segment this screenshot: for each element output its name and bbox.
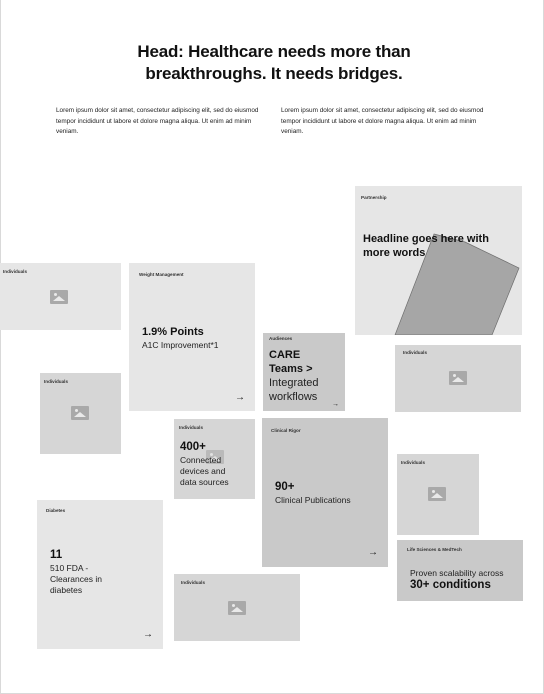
individuals-card-4[interactable]: Individuals [397,454,479,535]
image-icon [228,601,246,615]
stat-value: 90+ [275,481,295,493]
stat-label: A1C Improvement*1 [142,340,219,350]
arrow-right-icon[interactable]: → [235,392,245,403]
left-border [0,0,1,694]
image-icon [428,487,446,501]
individuals-card-5[interactable]: Individuals [174,574,300,641]
partnership-headline: Headline goes here with more words [363,233,489,259]
stat-label: Clinical Publications [275,495,351,505]
partnership-card[interactable]: Partnership Headline goes here with more… [355,186,522,335]
card-tag: Individuals [403,350,427,355]
intro-text-right: Lorem ipsum dolor sit amet, consectetur … [281,107,484,135]
card-tag: Individuals [3,269,27,274]
stat-value: 30+ conditions [410,579,491,591]
audiences-card[interactable]: Audiences CARE Teams > Integrated workfl… [263,333,345,411]
life-sciences-card[interactable]: Life Sciences & MedTech Proven scalabili… [397,540,523,601]
card-tag: Life Sciences & MedTech [407,547,462,552]
card-tag: Individuals [181,580,205,585]
card-tag: Individuals [401,460,425,465]
quote-shape [394,233,520,335]
image-icon [206,450,224,464]
image-icon [71,406,89,420]
individuals-card-3[interactable]: Individuals [40,373,121,454]
card-tag: Audiences [269,336,293,341]
card-tag: Clinical Rigor [271,428,301,433]
stat-label: Proven scalability across [410,568,504,578]
stat-label-3: data sources [180,477,229,487]
arrow-right-icon[interactable]: → [368,547,378,558]
intro-text-left: Lorem ipsum dolor sit amet, consectetur … [56,107,259,135]
card-tag: Partnership [361,195,387,200]
audiences-line-3: Integrated [269,377,319,389]
stat-label-3: diabetes [50,585,83,595]
card-tag: Weight Management [139,272,184,277]
card-tag: Individuals [44,379,68,384]
arrow-right-icon[interactable]: → [143,629,153,640]
card-tag: Individuals [179,425,203,430]
audiences-line-4: workflows [269,391,318,403]
audiences-line-1: CARE [269,349,301,361]
individuals-card-2[interactable]: Individuals [395,345,521,412]
clinical-rigor-card[interactable]: Clinical Rigor 90+ Clinical Publications… [262,418,388,567]
stat-value: 11 [50,549,63,561]
stat-label-1: Connected [180,455,222,465]
stat-label-2: devices and [180,466,226,476]
image-icon [50,290,68,304]
image-icon [449,371,467,385]
card-tag: Diabetes [46,508,66,513]
stat-value: 1.9% Points [142,326,204,338]
audiences-line-2: Teams > [269,363,313,375]
stat-label-1: 510 FDA - [50,563,89,573]
stat-value: 400+ [180,441,206,453]
diabetes-card[interactable]: Diabetes 11 510 FDA - Clearances in diab… [37,500,163,649]
arrow-right-icon[interactable]: → [332,401,339,408]
stat-label-2: Clearances in [50,574,102,584]
individuals-card-1[interactable]: Individuals [0,263,121,330]
weight-management-card[interactable]: Weight Management 1.9% Points A1C Improv… [129,263,255,411]
page-title: Head: Healthcare needs more than breakth… [137,42,411,83]
connected-devices-card[interactable]: Individuals 400+ Connected devices and d… [174,419,255,499]
